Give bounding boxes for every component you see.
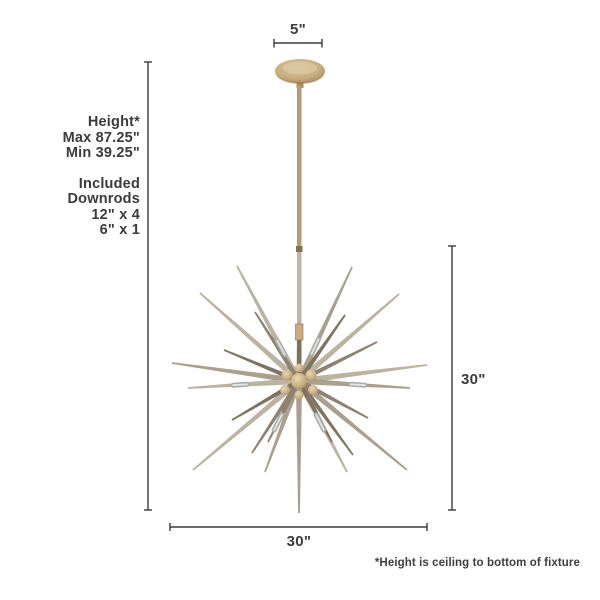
chrome-socket-highlight: [276, 339, 286, 356]
hub-sphere: [280, 385, 290, 395]
downrods-note-line4: 6" x 1: [99, 222, 140, 238]
hub-sphere: [281, 369, 293, 381]
chrome-socket-highlight: [349, 383, 366, 387]
spike: [236, 265, 302, 383]
spike: [296, 266, 353, 383]
fixture-height-label: 30": [461, 371, 486, 388]
chrome-socket-highlight: [315, 413, 325, 432]
dimension-lines: [144, 39, 456, 531]
chrome-socket-highlight: [273, 413, 283, 432]
chrome-socket-highlight: [310, 338, 320, 355]
hub-sphere: [308, 385, 318, 395]
height-note-title: Height*: [87, 114, 140, 130]
downrods-note-line3: 12" x 4: [91, 206, 140, 223]
height-footnote: *Height is ceiling to bottom of fixture: [374, 557, 580, 569]
height-note-max: Max 87.25": [62, 129, 140, 146]
fixture-width-label: 30": [286, 533, 312, 550]
downrods-note-line2: Downrods: [67, 191, 140, 207]
bulb-socket-accents: [230, 336, 368, 433]
downrods-note-line1: Included: [78, 175, 140, 192]
height-note-min: Min 39.25": [65, 145, 140, 161]
center-hub-spheres: [280, 363, 318, 400]
chrome-socket-highlight: [232, 383, 249, 387]
hub-sphere: [305, 369, 317, 381]
downrod: [295, 80, 304, 382]
spike: [295, 380, 303, 514]
hub-sphere: [291, 373, 307, 389]
hub-sphere: [294, 363, 304, 373]
canopy-width-label: 5": [289, 21, 307, 38]
hub-sphere: [294, 390, 304, 400]
ceiling-canopy: [275, 59, 325, 84]
height-and-downrod-notes: Height* Max 87.25" Min 39.25" Included D…: [62, 114, 140, 239]
